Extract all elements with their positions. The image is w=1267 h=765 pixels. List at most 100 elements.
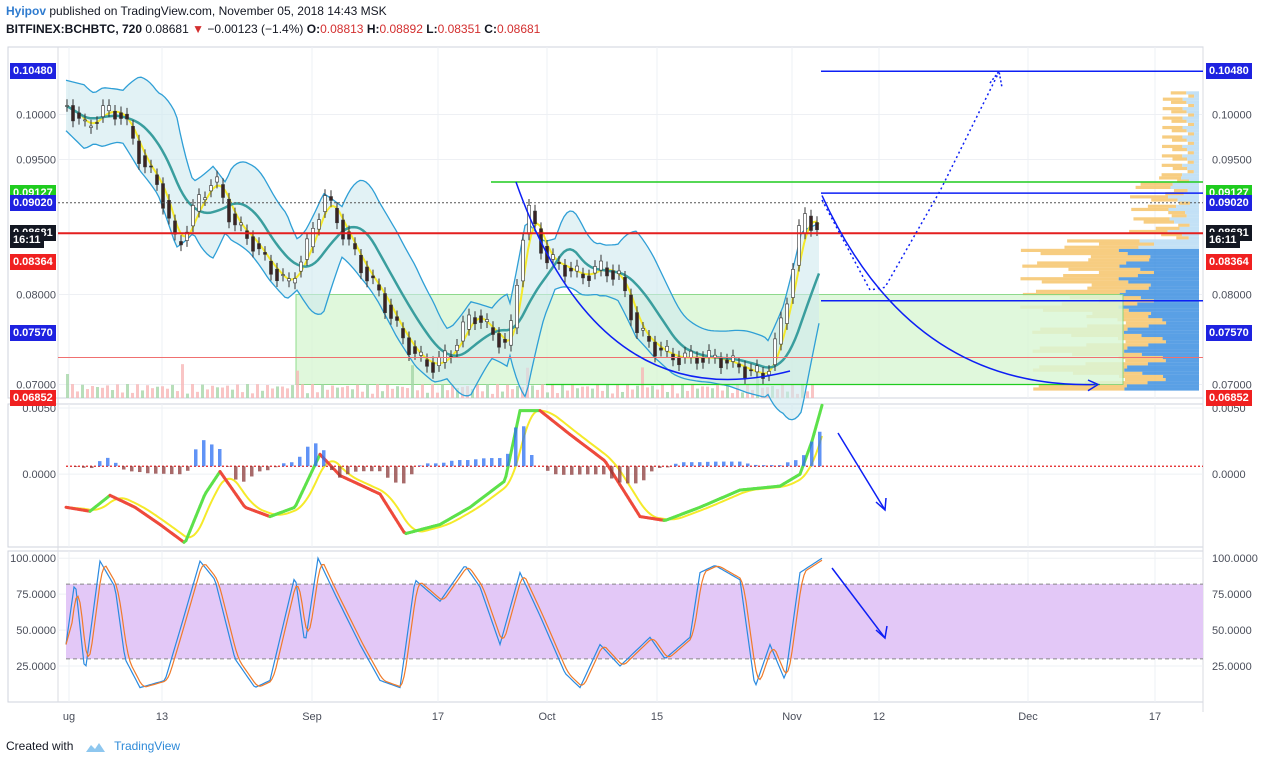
candle-body [491,327,495,335]
y-tick-label-right: 75.0000 [1212,589,1252,601]
volume-bar [531,385,534,398]
candle-body [653,341,657,357]
candle-body [131,126,135,139]
volume-bar [571,385,574,398]
volume-bar [96,387,99,398]
histogram-bar [314,443,318,467]
volume-bar [591,388,594,398]
histogram-bar [594,466,598,475]
volume-bar [666,391,669,398]
volume-bar [806,391,809,398]
volume-bar [561,384,564,398]
candle-body [371,275,375,279]
volume-bar [661,384,664,398]
candle-body [641,328,645,331]
histogram-bar [338,466,342,478]
volume-bar [546,392,549,398]
histogram-bar [370,466,374,472]
candle-body [71,105,75,122]
candle-body [719,358,723,369]
histogram-bar [130,466,134,472]
volume-profile-bar [1171,110,1187,114]
footer: Created with TradingView [6,739,180,753]
volume-profile-bar [1068,267,1141,271]
volume-bar [711,388,714,398]
candle-body [107,105,111,112]
volume-bar [261,390,264,398]
histogram-bar [274,466,278,468]
candle-body [791,269,795,298]
histogram-bar [458,460,462,467]
volume-profile-bar [1188,113,1195,117]
volume-bar [706,386,709,398]
volume-bar [136,384,139,398]
volume-bar [356,384,359,398]
histogram-bar [282,463,286,467]
x-tick-label: 13 [156,711,168,723]
stoch-k-line [65,556,823,689]
candle-body [365,266,369,282]
volume-bar [681,384,684,398]
candle-body [251,236,255,252]
histogram-bar [754,464,758,467]
volume-profile-bar [1182,107,1199,111]
low-label: L: [426,22,438,36]
volume-bar [296,370,299,398]
histogram-bar [562,466,566,475]
x-tick-label: ug [63,711,75,723]
histogram-bar [202,440,206,467]
volume-profile-bar [1148,286,1199,290]
histogram-bar [786,462,790,467]
author-name[interactable]: Hyipov [6,4,47,18]
down-arrow-icon: ▼ [192,22,204,36]
candle-body [737,363,741,368]
volume-profile-bar [1141,352,1199,356]
volume-bar [716,385,719,398]
candle-body [785,303,789,324]
arc-down-curve-1 [515,181,791,381]
projection-dotted-path [821,73,999,291]
high-label: H: [366,22,380,36]
volume-profile-bar [1167,195,1199,199]
volume-bar [446,390,449,398]
tradingview-brand[interactable]: TradingView [114,739,181,753]
price-badge-left: 0.09020 [10,194,56,211]
x-tick-label: 17 [432,711,444,723]
volume-bar [271,388,274,398]
stochastic-pane[interactable] [65,556,1203,689]
volume-profile-bar [1118,277,1199,281]
candle-body [173,220,177,235]
volume-bar [416,390,419,398]
price-pane[interactable] [58,69,1203,421]
price-change: −0.00123 (−1.4%) [207,22,304,36]
candle-body [431,362,435,373]
volume-bar [641,367,644,398]
histogram-bar [698,462,702,467]
volume-bar [286,388,289,398]
volume-profile-bar [1149,258,1199,262]
histogram-bar [506,453,510,467]
y-tick-label-right: 25.0000 [1212,661,1252,673]
candle-body [221,184,225,198]
volume-profile-bar [1194,113,1199,117]
histogram-pane[interactable] [64,403,1203,544]
volume-profile-bar [1137,274,1199,278]
volume-bar [646,387,649,398]
candle-body [815,222,819,231]
momentum-segment [504,465,510,478]
volume-profile-bar [1067,239,1140,243]
candle-body [191,205,195,227]
histogram-bar [578,466,582,475]
volume-bar [346,385,349,398]
histogram-bar [170,466,174,475]
candle-body [341,219,345,240]
volume-profile-bar [1187,160,1194,164]
y-tick-label-left: 50.0000 [16,625,56,637]
volume-bar [651,385,654,398]
volume-bar [291,385,294,398]
volume-profile-bar [1194,103,1199,108]
volume-profile-bar [1063,274,1138,278]
volume-profile-bar [1187,170,1194,174]
price-badge-left: 0.10480 [10,63,56,80]
